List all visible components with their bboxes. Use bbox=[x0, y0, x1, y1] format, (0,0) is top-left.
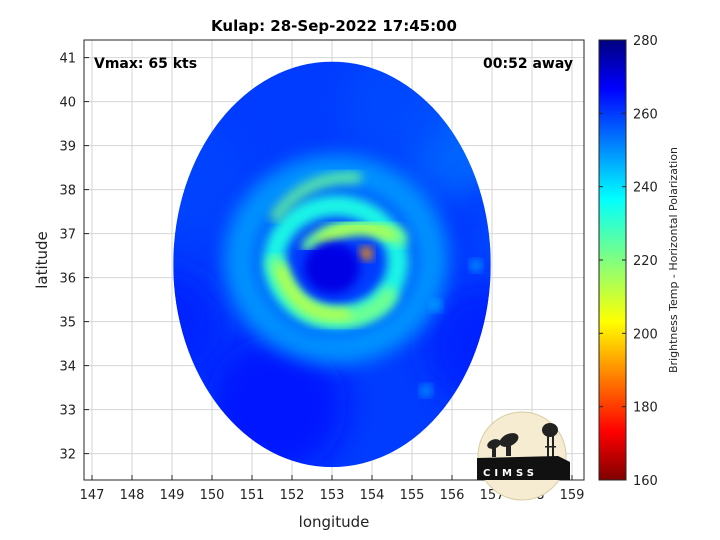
hot-spot bbox=[359, 246, 373, 261]
x-tick-label: 149 bbox=[160, 488, 185, 503]
convective-cell bbox=[420, 384, 432, 397]
colorbar-tick-label: 280 bbox=[633, 34, 658, 49]
x-tick-label: 151 bbox=[240, 488, 265, 503]
cloud-patch bbox=[491, 201, 561, 271]
vmax-label: Vmax: 65 kts bbox=[94, 56, 197, 72]
x-tick-label: 154 bbox=[360, 488, 385, 503]
y-tick-label: 34 bbox=[59, 360, 76, 375]
convective-cell bbox=[430, 299, 442, 312]
colorbar: 160 180 200 220 240 260 280 Brightness Temp - … bbox=[598, 34, 680, 489]
water-tower-icon bbox=[542, 423, 558, 460]
rainband-south-core bbox=[276, 265, 351, 319]
x-tick-label: 152 bbox=[280, 488, 305, 503]
brightness-temp-image bbox=[173, 61, 561, 468]
y-tick-label: 40 bbox=[59, 96, 76, 111]
y-tick-label: 37 bbox=[59, 228, 76, 243]
outer-ring bbox=[224, 154, 448, 365]
cloud-patch bbox=[341, 61, 451, 161]
logo-building bbox=[477, 456, 570, 480]
colorbar-tick-label: 240 bbox=[633, 181, 658, 196]
colorbar-label: Brightness Temp - Horizontal Polarizatio… bbox=[667, 147, 680, 373]
colorbar-tick-label: 220 bbox=[633, 254, 658, 269]
y-tick-label: 32 bbox=[59, 448, 76, 463]
logo-text: CIMSS bbox=[483, 468, 538, 479]
plot-frame bbox=[83, 39, 585, 481]
y-axis: 32 33 34 35 36 37 38 39 40 41 bbox=[59, 52, 89, 463]
colorbar-tick-label: 260 bbox=[633, 107, 658, 122]
x-axis-label: longitude bbox=[299, 513, 370, 531]
time-offset-label: 00:52 away bbox=[483, 56, 573, 72]
x-tick-label: 159 bbox=[560, 488, 585, 503]
colorbar-tick-label: 180 bbox=[633, 401, 658, 416]
cloud-patch bbox=[173, 270, 221, 381]
y-tick-label: 41 bbox=[59, 52, 76, 67]
y-tick-label: 39 bbox=[59, 140, 76, 155]
x-tick-label: 150 bbox=[200, 488, 225, 503]
x-tick-label: 148 bbox=[120, 488, 145, 503]
storm-eye bbox=[304, 241, 360, 294]
cloud-patch bbox=[426, 285, 491, 406]
satellite-dish-icon bbox=[487, 433, 519, 457]
y-tick-label: 38 bbox=[59, 184, 76, 199]
y-tick-label: 36 bbox=[59, 272, 76, 287]
x-axis: 147148149150151152153154155156157158159 bbox=[80, 475, 585, 503]
cloud-patch bbox=[173, 115, 246, 236]
convective-cell bbox=[470, 259, 482, 272]
y-tick-label: 35 bbox=[59, 316, 76, 331]
colorbar-tick-label: 200 bbox=[633, 327, 658, 342]
y-tick-label: 33 bbox=[59, 404, 76, 419]
y-axis-label: latitude bbox=[33, 231, 51, 289]
x-tick-label: 156 bbox=[440, 488, 465, 503]
x-tick-label: 153 bbox=[320, 488, 345, 503]
convective-cell bbox=[505, 130, 517, 142]
rainband-north-core bbox=[317, 223, 395, 244]
rainband-outer bbox=[270, 171, 362, 222]
cimss-logo: CIMSS bbox=[477, 411, 570, 501]
x-tick-label: 147 bbox=[80, 488, 105, 503]
convective-cell bbox=[525, 155, 537, 167]
colorbar-tick-label: 160 bbox=[633, 474, 658, 489]
chart-title: Kulap: 28-Sep-2022 17:45:00 bbox=[211, 17, 457, 35]
x-tick-label: 155 bbox=[400, 488, 425, 503]
colorbar-gradient bbox=[598, 39, 627, 481]
colorbar-ticks: 160 180 200 220 240 260 280 bbox=[599, 34, 658, 489]
